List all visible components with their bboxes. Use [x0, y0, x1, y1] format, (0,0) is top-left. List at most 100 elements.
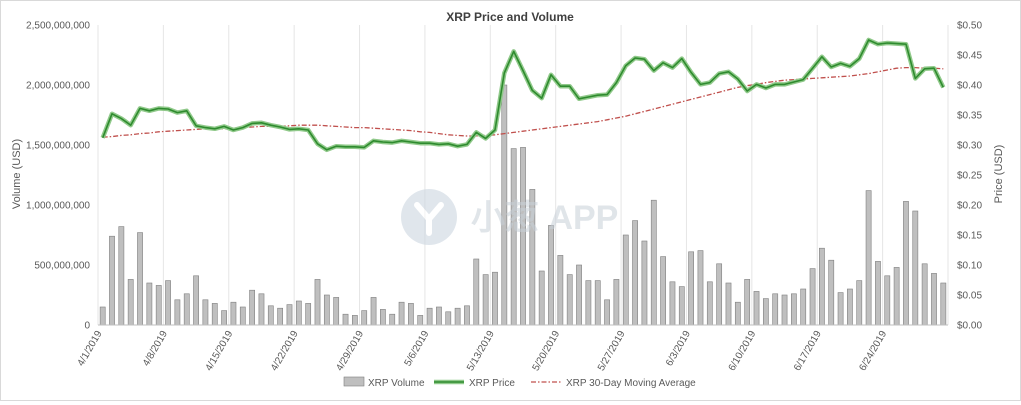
- volume-bar: [903, 201, 909, 326]
- volume-bar: [847, 288, 853, 326]
- volume-bar: [791, 293, 797, 326]
- volume-bar: [351, 315, 358, 326]
- volume-bar: [239, 306, 246, 326]
- volume-bar: [772, 293, 779, 326]
- watermark-text: 小葱 APP: [471, 199, 618, 237]
- volume-bar: [342, 313, 349, 326]
- volume-bar: [697, 250, 704, 326]
- volume-bar: [594, 280, 601, 326]
- volume-bar: [725, 282, 732, 326]
- volume-bar: [669, 281, 676, 326]
- right-tick-label: $0.05: [957, 291, 982, 302]
- volume-bar: [744, 279, 751, 326]
- left-tick-label: 0: [84, 321, 90, 332]
- volume-bar: [118, 226, 125, 326]
- volume-bar: [389, 313, 396, 326]
- legend-volume-label: XRP Volume: [368, 378, 425, 389]
- x-tick-label: 6/3/2019: [664, 329, 693, 369]
- volume-bar: [183, 293, 190, 326]
- volume-bar: [622, 234, 629, 326]
- volume-bar: [688, 251, 695, 326]
- right-tick-label: $0.20: [957, 201, 982, 212]
- chart-legend: XRP Volume XRP Price XRP 30-Day Moving Ave…: [343, 376, 696, 389]
- volume-bar: [604, 299, 610, 326]
- volume-bar: [566, 274, 573, 326]
- volume-bar: [585, 280, 592, 326]
- left-tick-label: 500,000,000: [34, 261, 90, 272]
- chart-title: XRP Price and Volume: [446, 10, 574, 24]
- volume-bar: [800, 288, 807, 326]
- volume-bar: [211, 303, 218, 326]
- right-axis-ticks: $0.00 $0.05 $0.10 $0.15 $0.20 $0.25 $0.30 $0.35…: [957, 21, 982, 332]
- volume-bar: [921, 263, 928, 326]
- volume-bar: [417, 315, 424, 326]
- volume-bar: [613, 279, 620, 326]
- right-tick-label: $0.10: [957, 261, 982, 272]
- volume-bar: [482, 274, 489, 326]
- volume-bar: [436, 306, 442, 326]
- left-axis-ticks: 0 500,000,000 1,000,000,000 1,500,000,000 2,…: [26, 21, 90, 332]
- volume-bar: [884, 275, 891, 326]
- volume-bar: [408, 303, 414, 326]
- right-tick-label: $0.15: [957, 231, 982, 242]
- volume-bar: [174, 299, 181, 326]
- volume-bar: [576, 264, 582, 326]
- volume-bars: [99, 84, 947, 326]
- y-axis-label-right: Price (USD): [993, 145, 1005, 204]
- x-tick-label: 4/22/2019: [269, 329, 301, 373]
- volume-bar: [538, 270, 545, 326]
- volume-bar: [678, 286, 685, 326]
- volume-bar: [426, 307, 433, 326]
- left-tick-label: 2,500,000,000: [26, 21, 90, 32]
- x-tick-label: 6/10/2019: [727, 329, 759, 373]
- volume-bar: [931, 273, 937, 326]
- right-tick-label: $0.40: [957, 81, 982, 92]
- left-tick-label: 2,000,000,000: [26, 81, 90, 92]
- grid-lines: [97, 25, 949, 325]
- volume-bar: [660, 256, 666, 326]
- volume-bar: [837, 292, 844, 326]
- legend-ma-label: XRP 30-Day Moving Average: [566, 378, 696, 389]
- volume-bar: [99, 306, 106, 326]
- volume-bar: [193, 275, 199, 326]
- volume-bar: [333, 297, 340, 326]
- x-tick-label: 5/27/2019: [596, 329, 628, 373]
- volume-bar: [202, 299, 209, 326]
- legend-price-label: XRP Price: [469, 378, 515, 389]
- volume-bar: [146, 282, 153, 326]
- volume-bar: [286, 304, 293, 326]
- x-tick-label: 4/8/2019: [141, 329, 170, 369]
- volume-bar: [445, 311, 452, 326]
- left-tick-label: 1,000,000,000: [26, 201, 90, 212]
- volume-bar: [370, 297, 377, 326]
- x-tick-label: 4/15/2019: [204, 329, 236, 373]
- volume-bar: [277, 307, 284, 326]
- right-tick-label: $0.50: [957, 21, 982, 32]
- x-tick-label: 6/17/2019: [792, 329, 824, 373]
- volume-bar: [706, 281, 713, 326]
- x-axis-ticks: 4/1/2019 4/8/2019 4/15/2019 4/22/2019 4/29/2…: [76, 329, 890, 373]
- volume-bar: [361, 310, 368, 326]
- volume-bar: [137, 232, 143, 326]
- volume-bar: [464, 305, 470, 326]
- x-tick-label: 5/6/2019: [403, 329, 432, 369]
- volume-bar: [380, 309, 386, 326]
- volume-bar: [295, 300, 302, 326]
- volume-bar: [753, 291, 760, 326]
- price-line: [101, 39, 945, 151]
- right-tick-label: $0.45: [957, 51, 982, 62]
- volume-bar: [716, 263, 723, 326]
- x-tick-label: 5/13/2019: [465, 329, 497, 373]
- volume-bar: [221, 310, 227, 326]
- right-tick-label: $0.35: [957, 111, 982, 122]
- volume-bar: [398, 301, 405, 326]
- y-axis-label-left: Volume (USD): [11, 139, 23, 209]
- volume-bar: [781, 294, 788, 326]
- volume-bar: [641, 240, 648, 326]
- volume-bar: [165, 280, 171, 326]
- volume-bar: [323, 294, 330, 326]
- volume-bar: [865, 190, 872, 326]
- left-tick-label: 1,500,000,000: [26, 141, 90, 152]
- volume-bar: [557, 255, 564, 326]
